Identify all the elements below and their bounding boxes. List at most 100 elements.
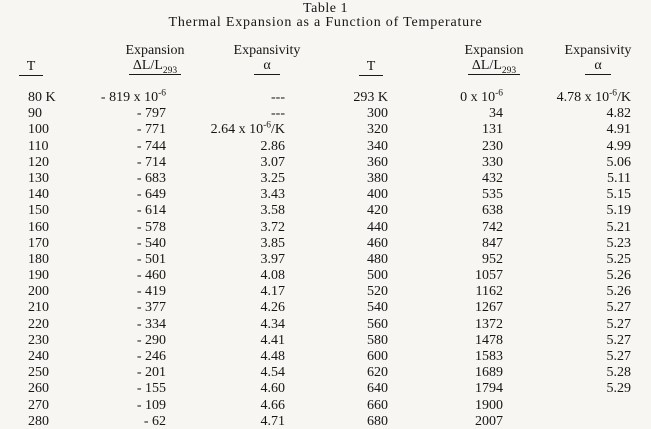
expansion-cell: 1372: [475, 316, 503, 332]
temperature-cell: 240: [28, 349, 49, 364]
expansivity-cell: 4.82: [606, 106, 632, 122]
temperature-cell: 220: [28, 316, 49, 332]
temperature-cell: 660: [367, 397, 388, 413]
expansivity-cell: 5.21: [606, 219, 632, 235]
expansion-cell: - 109: [136, 397, 166, 413]
temperature-cell: 380: [367, 170, 388, 186]
expansion-header-label: Expansion: [125, 43, 185, 58]
expansivity-cell: 4.91: [606, 122, 632, 138]
expansivity-header-label: Expansivity: [233, 43, 301, 58]
expansion-cell: 535: [482, 187, 503, 203]
expansivity-cell: 2.64 x 10-6/K: [210, 120, 285, 138]
expansion-cell: - 649: [136, 187, 166, 203]
expansivity-cell: 4.60: [260, 381, 286, 397]
expansivity-cell: 5.27: [606, 332, 632, 348]
temperature-cell: 320: [367, 122, 388, 138]
expansivity-cell: 3.85: [260, 235, 286, 251]
expansivity-cell: 2.86: [260, 138, 286, 154]
expansivity-cell: 4.08: [260, 268, 286, 284]
expansion-cell: - 155: [136, 381, 166, 397]
table-body: 80 K - 819 x 10-6 --- 293 K 0 x 10-6 4.78 x 1…: [0, 88, 651, 429]
expansion-header-formula: ΔL/L293: [438, 58, 550, 76]
expansivity-cell: 5.26: [606, 268, 632, 284]
expansion-cell: 1478: [475, 332, 503, 348]
temperature-cell: 293 K: [353, 90, 388, 105]
table-row: 150 - 614 3.58 420 638 5.19: [0, 203, 651, 219]
expansivity-cell: 4.26: [260, 300, 286, 316]
expansion-cell: 638: [482, 203, 503, 219]
temperature-cell: 560: [367, 316, 388, 332]
expansivity-cell: 5.28: [606, 365, 632, 381]
expansion-cell: 847: [482, 235, 503, 251]
temperature-cell: 460: [367, 235, 388, 251]
expansivity-cell: 5.23: [606, 235, 632, 251]
table-row: 180 - 501 3.97 480 952 5.25: [0, 252, 651, 268]
table-caption-number: Table 1: [303, 1, 348, 16]
temperature-cell: 600: [367, 349, 388, 364]
column-header-expansivity-right: Expansivity α: [537, 43, 651, 75]
temperature-cell: 480: [367, 251, 388, 267]
expansion-cell: - 377: [136, 300, 166, 316]
temperature-cell: 210: [28, 300, 49, 316]
temperature-cell: 400: [367, 187, 388, 203]
expansion-cell: - 334: [136, 316, 166, 332]
temperature-cell: 260: [28, 381, 49, 397]
expansion-cell: 330: [482, 154, 503, 170]
expansivity-cell: ---: [271, 106, 285, 122]
temperature-cell: 160: [28, 219, 49, 235]
expansivity-cell: 4.41: [260, 332, 286, 348]
expansivity-cell: ---: [271, 90, 285, 105]
table-row: 80 K - 819 x 10-6 --- 293 K 0 x 10-6 4.78 x 1…: [0, 88, 651, 106]
temperature-cell: 180: [28, 251, 49, 267]
table-row: 170 - 540 3.85 460 847 5.23: [0, 236, 651, 252]
expansivity-header-symbol: α: [206, 58, 328, 75]
temperature-cell: 190: [28, 268, 49, 284]
table-row: 90 - 797 --- 300 34 4.82: [0, 106, 651, 122]
temperature-cell: 130: [28, 170, 49, 186]
temperature-cell: 100: [28, 122, 49, 138]
temperature-cell: 270: [28, 397, 49, 413]
expansion-cell: 432: [482, 170, 503, 186]
table-row: 280 - 62 4.71 680 2007: [0, 414, 651, 429]
temperature-cell: 500: [367, 268, 388, 284]
table-row: 270 - 109 4.66 660 1900: [0, 398, 651, 414]
expansion-cell: 1689: [475, 365, 503, 381]
expansion-cell: - 614: [136, 203, 166, 219]
temperature-cell: 420: [367, 203, 388, 219]
temperature-cell: 580: [367, 332, 388, 348]
expansion-cell: 1267: [475, 300, 503, 316]
expansion-cell: - 819 x 10-6: [100, 88, 166, 105]
expansion-cell: 1583: [475, 349, 503, 364]
table-row: 260 - 155 4.60 640 1794 5.29: [0, 381, 651, 397]
table-row: 240 - 246 4.48 600 1583 5.27: [0, 349, 651, 365]
expansivity-cell: 4.78 x 10-6/K: [556, 88, 631, 105]
expansion-cell: 1900: [475, 397, 503, 413]
expansion-cell: - 540: [136, 235, 166, 251]
expansivity-cell: 4.99: [606, 138, 632, 154]
expansion-cell: - 683: [136, 170, 166, 186]
expansivity-header-symbol: α: [537, 58, 651, 75]
expansion-cell: - 578: [136, 219, 166, 235]
temperature-cell: 300: [367, 106, 388, 122]
expansion-cell: - 419: [136, 284, 166, 300]
expansivity-cell: 5.15: [606, 187, 632, 203]
column-header-expansion-right: Expansion ΔL/L293: [438, 43, 550, 76]
expansion-header-formula: ΔL/L293: [99, 58, 211, 76]
expansion-cell: 2007: [475, 413, 503, 429]
table-row: 250 - 201 4.54 620 1689 5.28: [0, 365, 651, 381]
column-header-expansivity-left: Expansivity α: [206, 43, 328, 75]
temperature-cell: 250: [28, 365, 49, 381]
temperature-cell: 90: [28, 106, 42, 122]
expansion-cell: 0 x 10-6: [460, 88, 503, 105]
expansivity-cell: 3.58: [260, 203, 286, 219]
temperature-header-label: T: [18, 59, 44, 76]
expansion-cell: 131: [482, 122, 503, 138]
expansivity-cell: 5.25: [606, 251, 632, 267]
expansion-cell: 230: [482, 138, 503, 154]
temperature-cell: 120: [28, 154, 49, 170]
temperature-cell: 170: [28, 235, 49, 251]
expansivity-cell: 5.27: [606, 349, 632, 364]
table-row: 100 - 771 2.64 x 10-6/K 320 131 4.91: [0, 120, 651, 138]
expansivity-cell: 5.26: [606, 284, 632, 300]
expansion-cell: 1162: [475, 284, 503, 300]
